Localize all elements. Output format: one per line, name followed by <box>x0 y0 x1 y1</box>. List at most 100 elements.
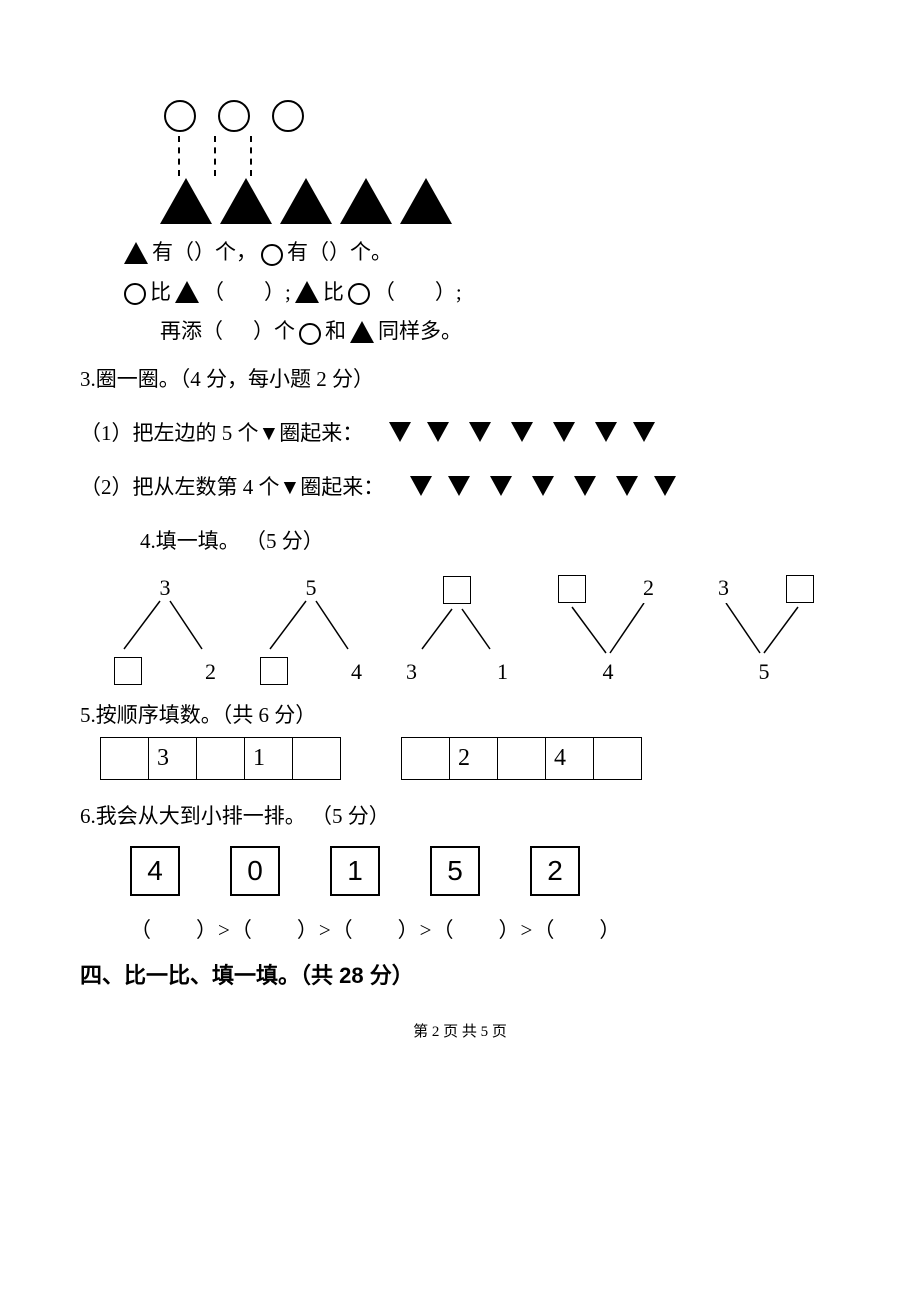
blank-box <box>114 657 142 685</box>
q3-sub1: （1）把左边的 5 个▼圈起来： <box>80 417 840 447</box>
triangle-icon <box>350 321 374 343</box>
bond-lines <box>110 597 220 657</box>
q2-line1: 有（ ）个， 有（ ）个。 <box>120 236 840 270</box>
text: 有（ <box>152 236 194 270</box>
bond-top-left: 3 <box>718 575 729 601</box>
seq-cell <box>594 737 642 779</box>
down-triangle-icon <box>532 476 554 496</box>
circle-icon <box>218 100 250 132</box>
q6-compare: （ ）>（ ）>（ ）>（ ）>（ ） <box>130 914 840 944</box>
bond-left <box>114 656 142 685</box>
circle-icon <box>124 283 146 305</box>
worksheet-page: 有（ ）个， 有（ ）个。 比 （ ）; 比 （ ）; 再添（ ）个 和 同样多… <box>0 0 920 1081</box>
q2-diagram <box>160 100 840 224</box>
down-triangle-icon <box>553 422 575 442</box>
bond-top-left <box>558 575 586 603</box>
circle-icon <box>164 100 196 132</box>
seq-cell <box>402 737 450 779</box>
q5-title: 5.按顺序填数。（共 6 分） <box>80 699 840 729</box>
page-footer: 第 2 页 共 5 页 <box>80 1020 840 1041</box>
q3-s2-text: （2）把从左数第 4 个▼圈起来： <box>80 471 384 501</box>
seq-cell: 1 <box>245 737 293 779</box>
down-triangle-icon <box>654 476 676 496</box>
sort-number: 1 <box>330 846 380 896</box>
bond-right: 1 <box>497 659 508 685</box>
q2-line2: 比 （ ）; 比 （ ）; <box>120 276 840 310</box>
q3-sub2: （2）把从左数第 4 个▼圈起来： <box>80 471 840 501</box>
text: 比 <box>150 276 171 310</box>
section-4-heading: 四、比一比、填一填。（共 28 分） <box>80 958 840 990</box>
triangle-icon <box>280 178 332 224</box>
down-triangle-icon <box>469 422 491 442</box>
q2-line3: 再添（ ）个 和 同样多。 <box>160 315 840 349</box>
q6-title: 6.我会从大到小排一排。 （5 分） <box>80 800 840 830</box>
text: （ <box>374 276 395 310</box>
bond-bottom: 5 <box>759 659 770 685</box>
circle-icon <box>261 244 283 266</box>
bond-lines <box>402 597 512 657</box>
q5-sequences: 3 1 2 4 <box>100 737 840 780</box>
q4-title: 4.填一填。 （5 分） <box>140 525 840 555</box>
down-triangle-icon <box>595 422 617 442</box>
text: ）; <box>435 276 462 310</box>
text: （ <box>203 276 224 310</box>
number-bond: 3 2 <box>110 575 220 685</box>
dashed-icon <box>250 136 252 176</box>
q6-numbers: 4 0 1 5 2 <box>130 846 840 896</box>
sort-number: 4 <box>130 846 180 896</box>
triangle-icon <box>175 281 199 303</box>
sort-number: 2 <box>530 846 580 896</box>
down-triangle-icon <box>410 476 432 496</box>
down-triangle-icon <box>574 476 596 496</box>
down-triangle-icon <box>633 422 655 442</box>
sequence-table-1: 3 1 <box>100 737 341 780</box>
sort-number: 0 <box>230 846 280 896</box>
down-triangle-icon <box>389 422 411 442</box>
bond-lines <box>256 597 366 657</box>
number-bond: 2 4 <box>548 575 668 685</box>
text: 比 <box>323 276 344 310</box>
text: ）个 <box>253 315 295 349</box>
q2-circles-row <box>164 100 840 132</box>
triangle-icon <box>124 242 148 264</box>
down-triangle-icon <box>616 476 638 496</box>
bond-left: 3 <box>406 659 417 685</box>
q3-s1-text: （1）把左边的 5 个▼圈起来： <box>80 417 363 447</box>
down-triangle-icon <box>448 476 470 496</box>
footer-total: 5 <box>481 1024 489 1040</box>
seq-cell <box>197 737 245 779</box>
text: ）; <box>264 276 291 310</box>
triangle-icon <box>400 178 452 224</box>
seq-cell <box>498 737 546 779</box>
bond-left <box>260 656 288 685</box>
triangle-icon <box>340 178 392 224</box>
dashed-icon <box>214 136 216 176</box>
text: ）个， <box>194 236 257 270</box>
text: 同样多。 <box>378 315 462 349</box>
q4-bonds: 3 2 5 4 3 1 <box>110 575 840 685</box>
number-bond: 3 1 <box>402 575 512 685</box>
bond-bottom: 4 <box>603 659 614 685</box>
blank-box <box>558 575 586 603</box>
circle-icon <box>299 323 321 345</box>
sort-number: 5 <box>430 846 480 896</box>
text: 再添（ <box>160 315 223 349</box>
bond-top-right <box>786 575 814 603</box>
down-triangle-icon <box>511 422 533 442</box>
q3-title: 3.圈一圈。（4 分，每小题 2 分） <box>80 363 840 393</box>
seq-cell: 3 <box>149 737 197 779</box>
blank-box <box>786 575 814 603</box>
footer-text: 第 <box>413 1024 432 1040</box>
triangle-icon <box>295 281 319 303</box>
circle-icon <box>348 283 370 305</box>
triangle-icon <box>160 178 212 224</box>
down-triangle-icon <box>490 476 512 496</box>
circle-icon <box>272 100 304 132</box>
triangle-icon <box>220 178 272 224</box>
seq-cell: 4 <box>546 737 594 779</box>
q2-dashed-lines <box>178 136 840 176</box>
blank-box <box>260 657 288 685</box>
number-bond: 5 4 <box>256 575 366 685</box>
q2-triangle-row <box>160 178 840 224</box>
bond-right: 4 <box>351 659 362 685</box>
